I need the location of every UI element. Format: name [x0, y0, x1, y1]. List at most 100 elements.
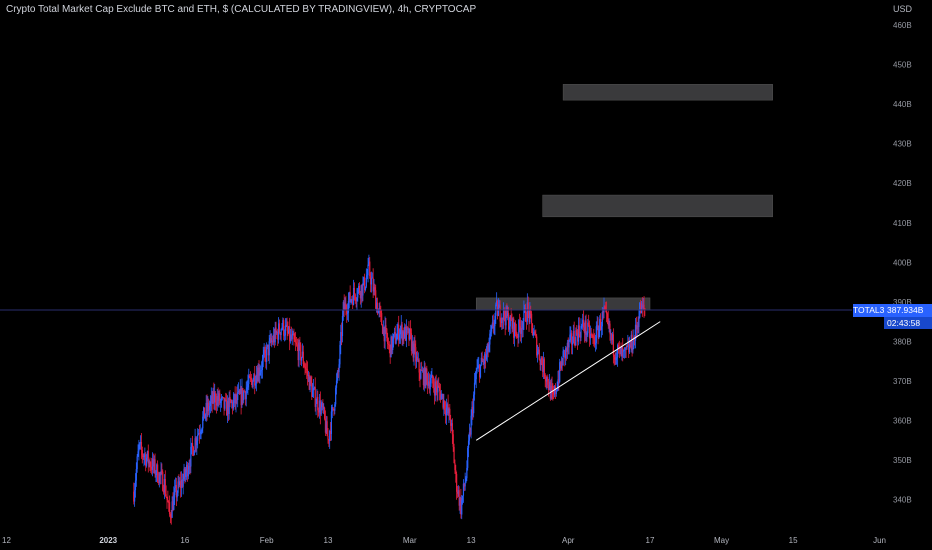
price-tick-label: 430B — [893, 140, 912, 149]
candle-body — [266, 344, 269, 348]
currency-label: USD — [893, 4, 913, 14]
candle-body — [541, 358, 543, 364]
candle-body — [502, 317, 504, 320]
chart-title: Crypto Total Market Cap Exclude BTC and … — [6, 4, 477, 15]
candle-body — [324, 418, 327, 433]
candle-body — [378, 308, 380, 310]
candle-body — [474, 379, 476, 383]
candle-body — [281, 327, 283, 330]
price-tick-label: 370B — [893, 377, 912, 386]
candle-body — [156, 464, 158, 474]
candle-body — [409, 328, 411, 340]
candle-body — [528, 310, 530, 323]
candle-body — [396, 333, 398, 341]
candle-body — [556, 388, 558, 391]
price-axis[interactable]: 340B 350B 360B 370B 380B 390B 400B 410B 420B 430B… — [893, 21, 912, 505]
candle-body — [181, 479, 183, 487]
candle-body — [381, 325, 384, 334]
candle-body — [343, 301, 345, 310]
candle-body — [519, 326, 522, 334]
candle-body — [140, 442, 143, 450]
price-tick-label: 400B — [893, 258, 912, 267]
candle-body — [465, 478, 467, 483]
candle-body — [332, 407, 334, 410]
candle-body — [543, 359, 545, 377]
candle-body — [558, 379, 560, 382]
candle-body — [503, 309, 505, 318]
candle-body — [542, 359, 545, 372]
candle-body — [318, 410, 320, 413]
candle-body — [321, 403, 323, 407]
candle-body — [264, 349, 266, 354]
candle-body — [249, 377, 252, 379]
candle-body — [581, 325, 583, 327]
candle-body — [218, 393, 220, 401]
time-tick-label: 13 — [324, 536, 333, 545]
candle-body — [525, 321, 528, 323]
resistance-zone-2[interactable] — [542, 194, 773, 218]
candle-body — [544, 376, 546, 379]
candle-body — [622, 347, 624, 352]
candle-body — [358, 286, 361, 294]
candle-body — [387, 343, 390, 345]
candle-body — [627, 343, 629, 347]
candle-body — [415, 347, 417, 362]
candle-body — [180, 481, 182, 488]
ascending-trendline[interactable] — [475, 321, 661, 441]
candle-body — [406, 326, 408, 329]
candle-body — [236, 394, 238, 401]
time-tick-label: Jun — [873, 536, 886, 545]
candle-body — [567, 342, 569, 348]
candle-body — [346, 312, 349, 314]
candle-body — [135, 469, 137, 481]
candle-body — [179, 481, 181, 486]
candle-body — [307, 375, 310, 376]
candle-body — [340, 332, 342, 345]
candle-body — [158, 473, 160, 483]
candle-body — [616, 357, 618, 359]
candle-body — [586, 333, 588, 335]
candle-body — [612, 334, 614, 355]
candle-body — [548, 381, 551, 391]
candle-body — [143, 456, 145, 457]
candle-body — [563, 350, 565, 352]
candle-body — [159, 473, 161, 476]
candle-body — [384, 325, 386, 342]
candle-body — [374, 287, 376, 291]
candle-body — [462, 483, 465, 496]
candle-body — [481, 357, 483, 362]
time-tick-label: 13 — [467, 536, 476, 545]
candle-body — [278, 323, 281, 333]
candle-body — [207, 402, 209, 412]
candle-body — [450, 419, 452, 426]
time-axis[interactable]: 12 2023 16 Feb 13 Mar 13 Apr 17 May 15 Jun — [2, 536, 886, 545]
candle-body — [421, 370, 424, 372]
candle-body — [468, 432, 471, 441]
candle-body — [286, 324, 288, 332]
candle-body — [522, 321, 524, 330]
candle-body — [240, 388, 242, 406]
candle-body — [182, 479, 184, 487]
candle-body — [641, 303, 643, 308]
candle-body — [377, 309, 379, 314]
candle-body — [375, 302, 378, 309]
candle-body — [407, 328, 409, 330]
candle-body — [476, 368, 478, 372]
candle-body — [308, 375, 310, 390]
candle-body — [595, 326, 597, 344]
resistance-zone-1[interactable] — [562, 84, 773, 101]
resistance-zone-3[interactable] — [475, 297, 651, 311]
candle-body — [457, 490, 459, 494]
candle-body — [183, 468, 185, 480]
candle-body — [139, 443, 141, 445]
candle-body — [285, 324, 287, 326]
candle-body — [322, 403, 324, 409]
candle-body — [222, 397, 224, 399]
candle-body — [312, 388, 315, 391]
candle-body — [431, 375, 433, 378]
candle-body — [410, 328, 412, 334]
candle-body — [525, 307, 527, 322]
candle-body — [203, 407, 206, 419]
candle-body — [150, 466, 152, 468]
